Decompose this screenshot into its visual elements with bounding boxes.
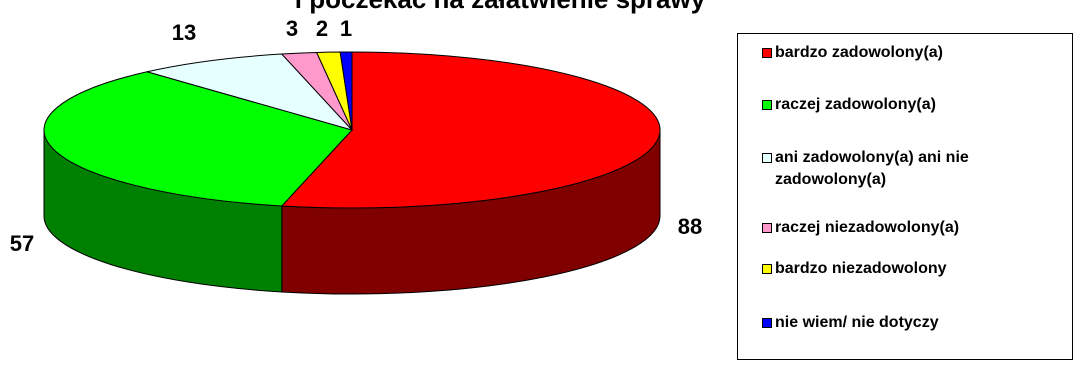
data-labels: 88 57 13 3 2 1 bbox=[10, 16, 702, 256]
data-label-3: 3 bbox=[286, 16, 298, 41]
legend-swatch-4 bbox=[762, 264, 772, 274]
legend-item-2: ani zadowolony(a) ani nie zadowolony(a) bbox=[762, 147, 1065, 191]
legend-label-4: bardzo niezadowolony bbox=[775, 260, 947, 277]
legend-item-5: nie wiem/ nie dotyczy bbox=[762, 312, 1065, 334]
data-label-5: 1 bbox=[340, 16, 352, 41]
pie-slice-0 bbox=[280, 51, 661, 209]
legend-item-0: bardzo zadowolony(a) bbox=[762, 42, 1065, 64]
data-label-0: 88 bbox=[678, 214, 702, 239]
legend-label-5: nie wiem/ nie dotyczy bbox=[775, 314, 939, 331]
legend-item-1: raczej zadowolony(a) bbox=[762, 94, 1065, 116]
legend-swatch-2 bbox=[762, 153, 772, 163]
pie-chart: i poczekać na załatwienie sprawy 88 57 13 3… bbox=[10, 0, 706, 295]
pie-slice-1 bbox=[43, 71, 353, 207]
chart-title: i poczekać na załatwienie sprawy bbox=[295, 0, 706, 14]
data-label-4: 2 bbox=[316, 16, 328, 41]
legend-item-3: raczej niezadowolony(a) bbox=[762, 217, 1065, 239]
data-label-1: 57 bbox=[10, 231, 34, 256]
legend-swatch-0 bbox=[762, 48, 772, 58]
legend: bardzo zadowolony(a) raczej zadowolony(a)… bbox=[737, 33, 1073, 360]
data-label-2: 13 bbox=[172, 20, 196, 45]
pie-slice-5 bbox=[339, 51, 353, 131]
legend-label-0: bardzo zadowolony(a) bbox=[775, 44, 943, 61]
legend-label-1: raczej zadowolony(a) bbox=[775, 96, 936, 113]
legend-item-4: bardzo niezadowolony bbox=[762, 258, 1065, 280]
pie-slice-2 bbox=[146, 53, 354, 131]
legend-label-3: raczej niezadowolony(a) bbox=[775, 219, 960, 236]
legend-swatch-1 bbox=[762, 100, 772, 110]
legend-label-2: ani zadowolony(a) ani nie zadowolony(a) bbox=[775, 149, 969, 188]
pie-top-faces bbox=[43, 51, 661, 209]
legend-swatch-5 bbox=[762, 318, 772, 328]
legend-swatch-3 bbox=[762, 223, 772, 233]
